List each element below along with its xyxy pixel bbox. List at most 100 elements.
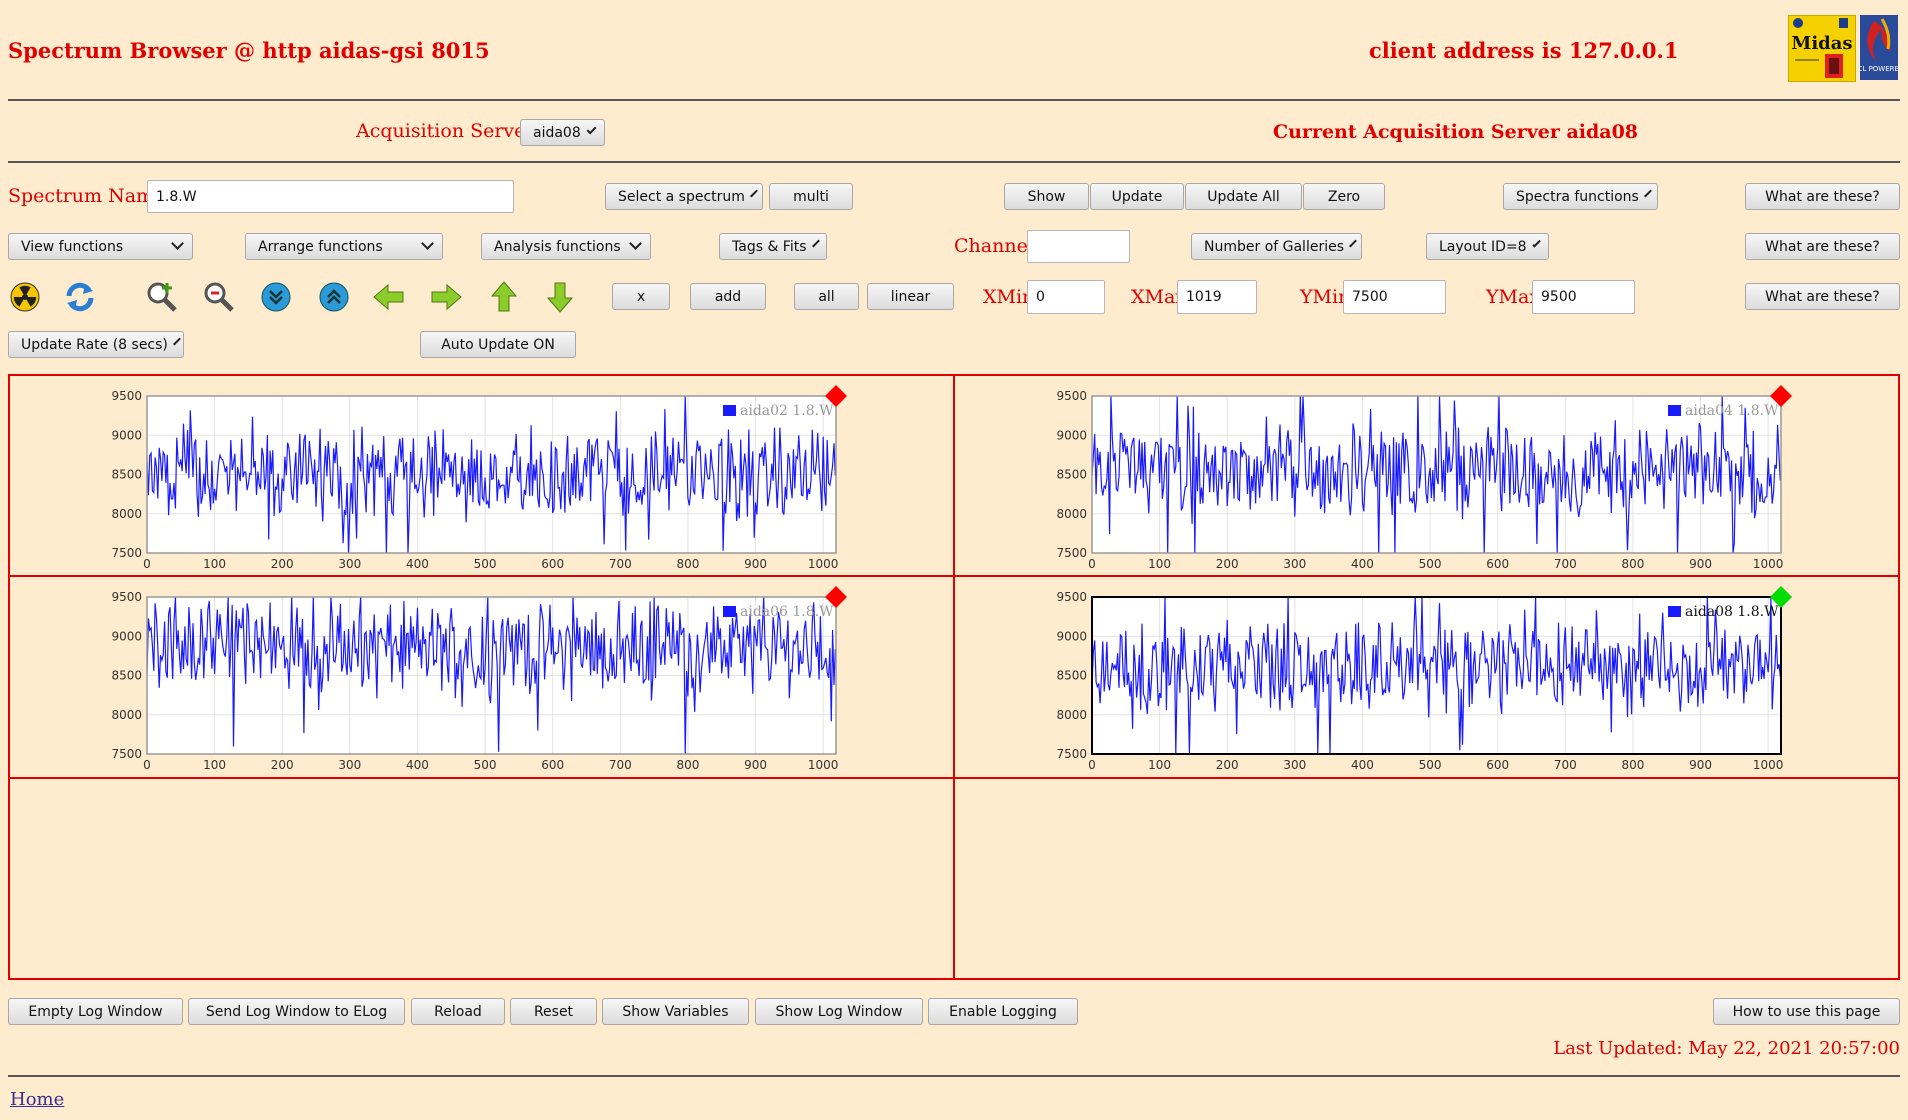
x-tick-label: 0 [143,758,151,772]
spectrum-plot-1[interactable]: 0 100 200 300 400 500 600 700 800 900 1000 7500 8000… [10,376,953,575]
y-tick-label: 8000 [111,708,142,722]
server-select[interactable]: aida08 [520,119,605,146]
linear-button[interactable]: linear [867,283,954,310]
what-are-these-button-3[interactable]: What are these? [1745,283,1900,310]
x-tick-label: 600 [541,758,564,772]
x-tick-label: 0 [1088,758,1096,772]
multi-button[interactable]: multi [769,183,853,210]
spectrum-name-input[interactable]: 1.8.W [147,180,514,213]
x-tick-label: 200 [271,557,294,571]
x-button[interactable]: x [612,283,670,310]
ymax-input[interactable]: 9500 [1532,280,1635,314]
number-of-galleries-dropdown[interactable]: Number of Galleries [1191,233,1362,260]
spectra-functions-dropdown[interactable]: Spectra functions [1503,183,1658,210]
reset-button[interactable]: Reset [510,998,597,1025]
page-title: Spectrum Browser @ http aidas-gsi 8015 [8,38,490,63]
chevron-down-icon [1643,189,1652,198]
plot-frame [146,596,837,755]
expand-down-icon[interactable] [259,280,293,314]
series-line [146,596,836,755]
status-marker [825,385,847,407]
x-tick-label: 400 [406,557,429,571]
gallery-cell-5[interactable] [10,779,955,978]
client-address: client address is 127.0.0.1 [1369,38,1679,63]
spectrum-plot-4[interactable]: 0 100 200 300 400 500 600 700 800 900 1000 7500 8000… [955,577,1898,777]
zoom-in-icon[interactable] [145,280,179,314]
chevron-down-icon [421,237,434,250]
gallery-cell-3[interactable]: 0 100 200 300 400 500 600 700 800 900 1000 7500 8000… [10,577,955,779]
x-tick-label: 400 [406,758,429,772]
channel-input[interactable] [1027,230,1130,263]
add-button[interactable]: add [690,283,766,310]
arrow-up-icon[interactable] [487,280,521,314]
home-link[interactable]: Home [10,1089,65,1110]
reload-button[interactable]: Reload [411,998,505,1025]
expand-up-icon[interactable] [317,280,351,314]
series-line [1091,596,1781,755]
zoom-out-icon[interactable] [202,280,236,314]
x-tick-label: 100 [203,758,226,772]
enable-logging-button[interactable]: Enable Logging [928,998,1078,1025]
analysis-functions-dropdown[interactable]: Analysis functions [481,233,651,260]
number-of-galleries-label: Number of Galleries [1204,238,1345,255]
spectrum-plot-2[interactable]: 0 100 200 300 400 500 600 700 800 900 1000 7500 8000… [955,376,1898,575]
y-tick-label: 9500 [111,389,142,403]
ymin-label: YMin [1300,286,1351,308]
chevron-down-icon [586,124,597,135]
show-variables-button[interactable]: Show Variables [602,998,749,1025]
spectrum-plot-3[interactable]: 0 100 200 300 400 500 600 700 800 900 1000 7500 8000… [10,577,953,777]
ymin-input[interactable]: 7500 [1343,280,1446,314]
send-log-button[interactable]: Send Log Window to ELog [188,998,405,1025]
gallery-cell-4[interactable]: 0 100 200 300 400 500 600 700 800 900 1000 7500 8000… [955,577,1898,779]
update-rate-dropdown[interactable]: Update Rate (8 secs) [8,331,184,358]
arrange-functions-dropdown[interactable]: Arrange functions [245,233,443,260]
x-tick-label: 500 [1419,758,1442,772]
tags-fits-dropdown[interactable]: Tags & Fits [719,233,827,260]
all-button[interactable]: all [794,283,859,310]
view-functions-dropdown[interactable]: View functions [8,233,193,260]
x-tick-label: 700 [609,758,632,772]
select-spectrum-dropdown[interactable]: Select a spectrum [605,183,763,210]
arrow-right-icon[interactable] [429,280,463,314]
radiation-icon[interactable] [8,280,42,314]
xmin-input[interactable]: 0 [1027,280,1105,314]
gallery-cell-6[interactable] [955,779,1898,978]
gallery-cell-1[interactable]: 0 100 200 300 400 500 600 700 800 900 1000 7500 8000… [10,376,955,577]
show-button[interactable]: Show [1004,183,1089,210]
divider [8,1075,1900,1077]
x-tick-label: 0 [143,557,151,571]
layout-dropdown[interactable]: Layout ID=8 [1426,233,1549,260]
chevron-down-icon [629,237,642,250]
x-tick-label: 1000 [1753,758,1784,772]
x-tick-label: 700 [1554,557,1577,571]
what-are-these-button-1[interactable]: What are these? [1745,183,1900,210]
refresh-icon[interactable] [63,280,97,314]
x-tick-label: 500 [474,557,497,571]
arrow-left-icon[interactable] [372,280,406,314]
xmax-input[interactable]: 1019 [1177,280,1257,314]
what-are-these-button-2[interactable]: What are these? [1745,233,1900,260]
chevron-down-icon [811,239,820,248]
gallery-cell-2[interactable]: 0 100 200 300 400 500 600 700 800 900 1000 7500 8000… [955,376,1898,577]
last-updated: Last Updated: May 22, 2021 20:57:00 [1553,1038,1900,1059]
x-tick-label: 500 [1419,557,1442,571]
update-all-button[interactable]: Update All [1185,183,1302,210]
divider [8,99,1900,101]
xmin-label: XMin [983,286,1035,308]
update-rate-label: Update Rate (8 secs) [21,336,168,353]
auto-update-button[interactable]: Auto Update ON [420,331,576,358]
x-tick-label: 400 [1351,758,1374,772]
show-log-button[interactable]: Show Log Window [755,998,923,1025]
update-button[interactable]: Update [1090,183,1184,210]
divider [8,161,1900,163]
spectrum-name-label: Spectrum Name: [8,185,172,207]
how-to-use-button[interactable]: How to use this page [1713,998,1900,1025]
legend-label: aida08 1.8.W [1685,604,1779,620]
series-line [1091,395,1781,554]
arrow-down-icon[interactable] [543,280,577,314]
tcl-logo-text: TCL POWERED [1860,65,1898,73]
legend-swatch [1668,405,1681,416]
tcl-powered-logo: TCL POWERED [1853,15,1904,80]
empty-log-button[interactable]: Empty Log Window [8,998,183,1025]
zero-button[interactable]: Zero [1303,183,1385,210]
